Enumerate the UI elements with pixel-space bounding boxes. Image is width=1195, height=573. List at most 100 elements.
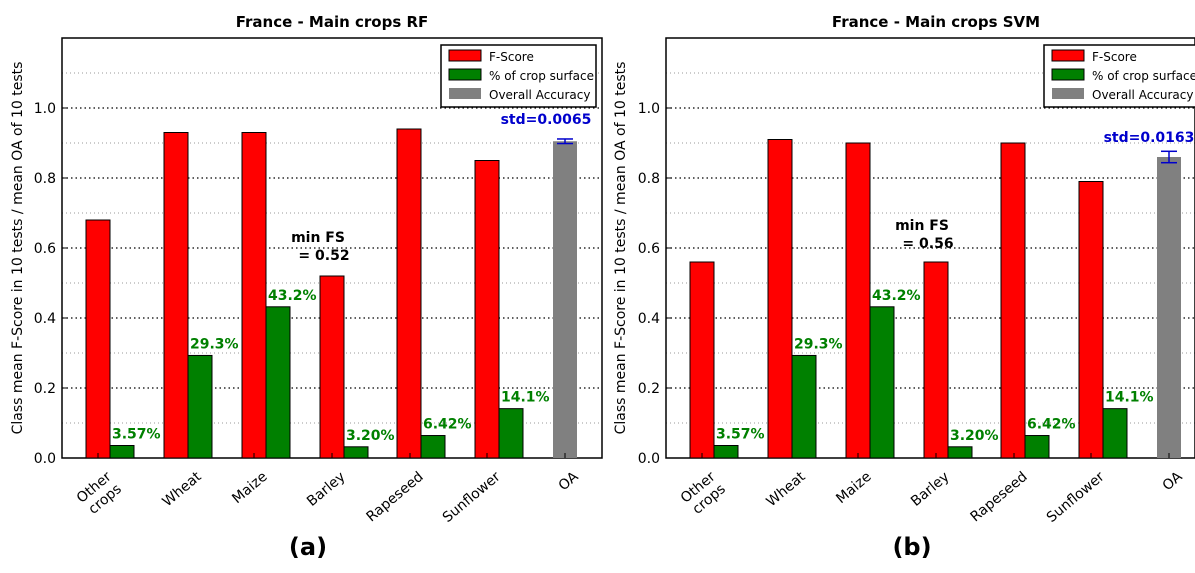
x-tick-label-line: Sunflower [1044,469,1108,526]
x-tick-label-line: Maize [229,469,270,507]
legend-label: Overall Accuracy [1092,88,1193,102]
y-tick-label: 0.8 [638,171,660,187]
x-tick-label-line: Rapeseed [364,469,427,526]
data-label-percent: 43.2% [872,288,921,304]
x-tick-label-line: Barley [304,469,349,510]
x-tick-label: Barley [908,469,953,510]
x-tick-label: Wheat [160,468,205,510]
legend: F-Score % of crop surface Overall Accuracy [1043,44,1195,108]
bar-crop-surface [947,446,973,459]
chart-title: France - Main crops RF [236,13,429,31]
x-tick-label-line: OA [556,469,582,495]
legend-label: F-Score [1092,50,1137,64]
legend-swatch [448,49,482,62]
y-tick-label: 1.0 [34,101,56,117]
panel-label: (a) [289,533,327,561]
y-axis-label: Class mean F-Score in 10 tests / mean OA… [10,62,26,435]
data-label-percent: 3.20% [346,428,395,444]
x-tick-label: Maize [833,469,874,507]
bar-fscore [845,142,871,459]
legend-swatch [448,68,482,81]
y-tick-label: 1.0 [638,101,660,117]
bar-fscore [241,132,267,459]
bar-fscore [474,160,500,459]
y-tick-label: 0.6 [34,241,56,257]
chart-title: France - Main crops SVM [832,13,1040,31]
bar-crop-surface [498,408,524,459]
bar-crop-surface [791,354,817,459]
bar-fscore [1000,142,1026,459]
bar-crop-surface [713,445,739,459]
y-tick-label: 0.2 [34,381,56,397]
x-tick-label: Sunflower [1044,469,1108,526]
x-tick-label-line: Maize [833,469,874,507]
x-tick-label: Maize [229,469,270,507]
legend-swatch [1052,88,1084,99]
data-label-percent: 29.3% [190,336,239,352]
y-tick-label: 0.4 [638,311,660,327]
bar-fscore [163,132,189,459]
bar-overall-accuracy [1157,157,1181,458]
min-fs-annotation: min FS [895,218,949,234]
x-tick-label-line: Sunflower [440,469,504,526]
y-tick-label: 0.8 [34,171,56,187]
data-label-percent: 6.42% [423,417,472,433]
data-label-percent: 14.1% [501,390,550,406]
y-axis-label: Class mean F-Score in 10 tests / mean OA… [613,62,629,435]
bar-fscore [767,139,793,459]
data-label-percent: 29.3% [794,336,843,352]
bar-crop-surface [343,446,369,459]
legend-label: F-Score [489,50,534,64]
x-tick-label-line: OA [1160,469,1186,495]
bar-crop-surface [420,435,446,459]
data-label-percent: 3.57% [112,427,161,443]
x-tick-label: Sunflower [440,469,504,526]
min-fs-value: = 0.56 [902,236,953,252]
y-tick-label: 0.6 [638,241,660,257]
x-tick-label: OA [556,469,582,495]
bar-crop-surface [187,354,213,459]
data-label-percent: 3.57% [716,427,765,443]
y-tick-label: 0.0 [34,451,56,467]
bar-fscore [396,128,422,459]
x-tick-label-line: Wheat [764,468,809,510]
panel-label: (b) [892,533,931,561]
legend: F-Score % of crop surface Overall Accuracy [440,44,597,108]
x-tick-label-line: Rapeseed [968,469,1031,526]
bar-fscore [1078,181,1104,459]
bar-crop-surface [265,306,291,459]
x-tick-label: Rapeseed [968,469,1031,526]
x-tick-label: Rapeseed [364,469,427,526]
data-label-percent: 14.1% [1105,390,1154,406]
x-tick-label: Wheat [764,468,809,510]
min-fs-annotation: min FS [291,230,345,246]
legend-label: % of crop surface [489,69,594,83]
legend-label: Overall Accuracy [489,88,590,102]
data-label-percent: 6.42% [1027,417,1076,433]
y-tick-label: 0.0 [638,451,660,467]
legend-label: % of crop surface [1092,69,1195,83]
x-tick-label: Othercrops [678,469,729,519]
chart-panel-b: 0.0 0.2 0.4 0.6 0.8 1.0 Class mean F-Score in … [613,13,1195,561]
bar-fscore [319,275,345,459]
bar-crop-surface [109,445,135,459]
bar-crop-surface [1024,435,1050,459]
std-annotation: std=0.0163 [1104,130,1195,146]
x-tick-label-line: Barley [908,469,953,510]
data-label-percent: 3.20% [950,428,999,444]
x-tick-label-line: Wheat [160,468,205,510]
bar-fscore [689,261,715,459]
bar-overall-accuracy [553,141,577,458]
std-annotation: std=0.0065 [501,112,592,128]
chart-panel-a: 0.0 0.2 0.4 0.6 0.8 1.0 Class mean F-Score in … [10,13,603,561]
x-tick-label: OA [1160,469,1186,495]
bar-fscore [85,219,111,459]
bar-fscore [923,261,949,459]
y-tick-label: 0.2 [638,381,660,397]
legend-swatch [449,88,481,99]
min-fs-value: = 0.52 [298,248,349,264]
data-label-percent: 43.2% [268,288,317,304]
y-tick-label: 0.4 [34,311,56,327]
